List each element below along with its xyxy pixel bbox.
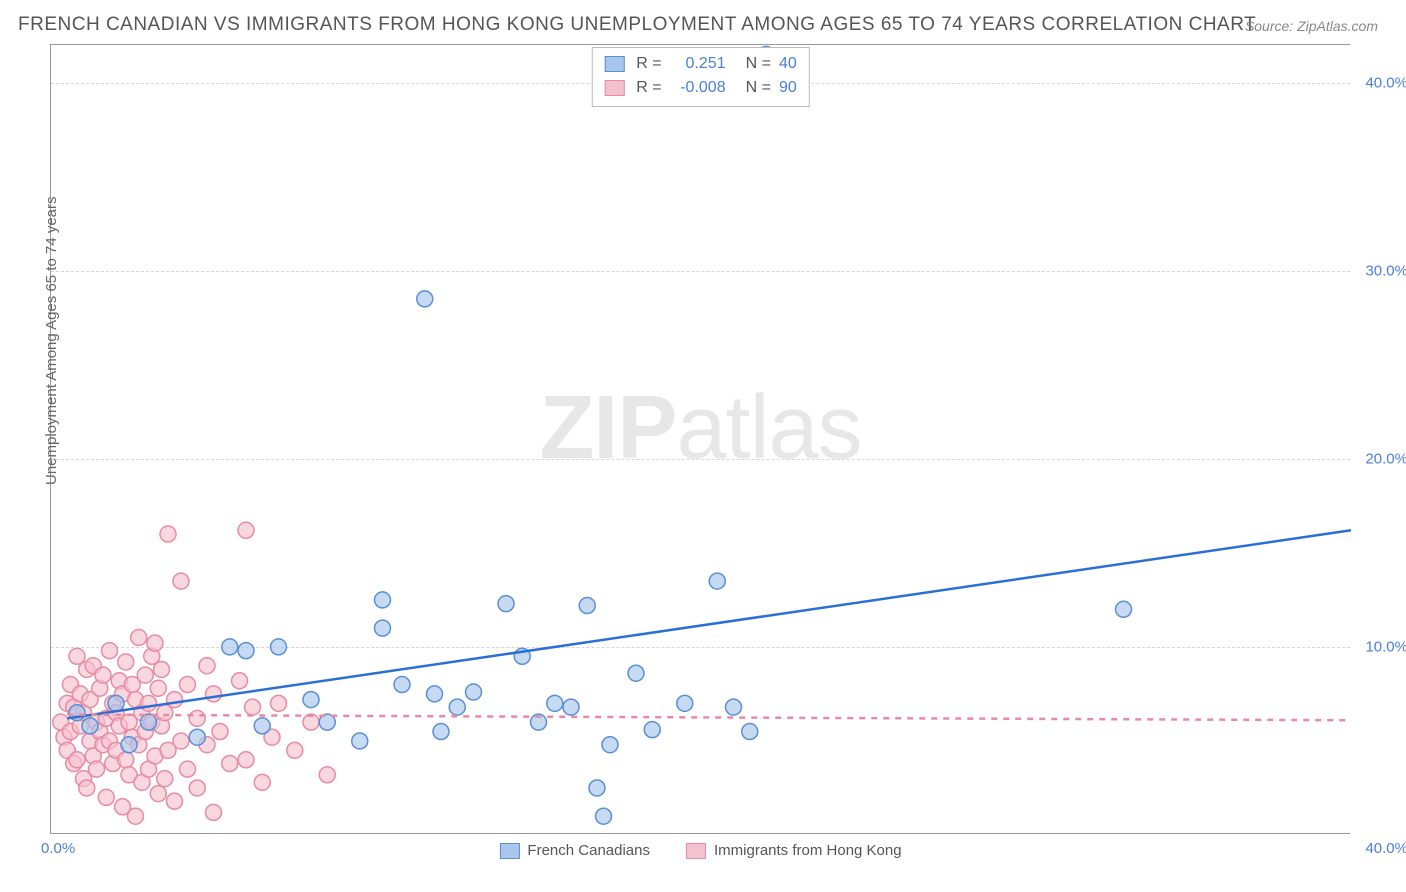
r-value-2: -0.008 — [670, 76, 726, 100]
swatch-icon — [499, 843, 519, 859]
correlation-row-2: R = -0.008 N = 90 — [604, 76, 796, 100]
n-value-1: 40 — [779, 52, 797, 76]
legend-label-1: French Canadians — [527, 842, 650, 859]
source-credit: Source: ZipAtlas.com — [1245, 18, 1378, 34]
scatter-plot — [51, 45, 1350, 833]
y-tick-label: 40.0% — [1365, 74, 1406, 91]
swatch-series-1 — [604, 56, 624, 72]
r-label: R = — [636, 76, 661, 100]
swatch-series-2 — [604, 80, 624, 96]
y-tick-label: 10.0% — [1365, 638, 1406, 655]
n-label: N = — [746, 52, 771, 76]
n-value-2: 90 — [779, 76, 797, 100]
x-axis-tick-max: 40.0% — [1365, 840, 1406, 857]
chart-title: FRENCH CANADIAN VS IMMIGRANTS FROM HONG … — [18, 14, 1256, 36]
r-value-1: 0.251 — [670, 52, 726, 76]
correlation-row-1: R = 0.251 N = 40 — [604, 52, 796, 76]
n-label: N = — [746, 76, 771, 100]
legend-item-1: French Canadians — [499, 842, 650, 859]
legend-item-2: Immigrants from Hong Kong — [686, 842, 902, 859]
series-legend: French Canadians Immigrants from Hong Ko… — [499, 842, 901, 859]
chart-plot-area: Unemployment Among Ages 65 to 74 years Z… — [50, 44, 1350, 834]
r-label: R = — [636, 52, 661, 76]
swatch-icon — [686, 843, 706, 859]
legend-label-2: Immigrants from Hong Kong — [714, 842, 902, 859]
x-axis-tick-min: 0.0% — [41, 840, 75, 857]
correlation-legend: R = 0.251 N = 40 R = -0.008 N = 90 — [591, 47, 809, 107]
y-tick-label: 20.0% — [1365, 450, 1406, 467]
y-tick-label: 30.0% — [1365, 262, 1406, 279]
